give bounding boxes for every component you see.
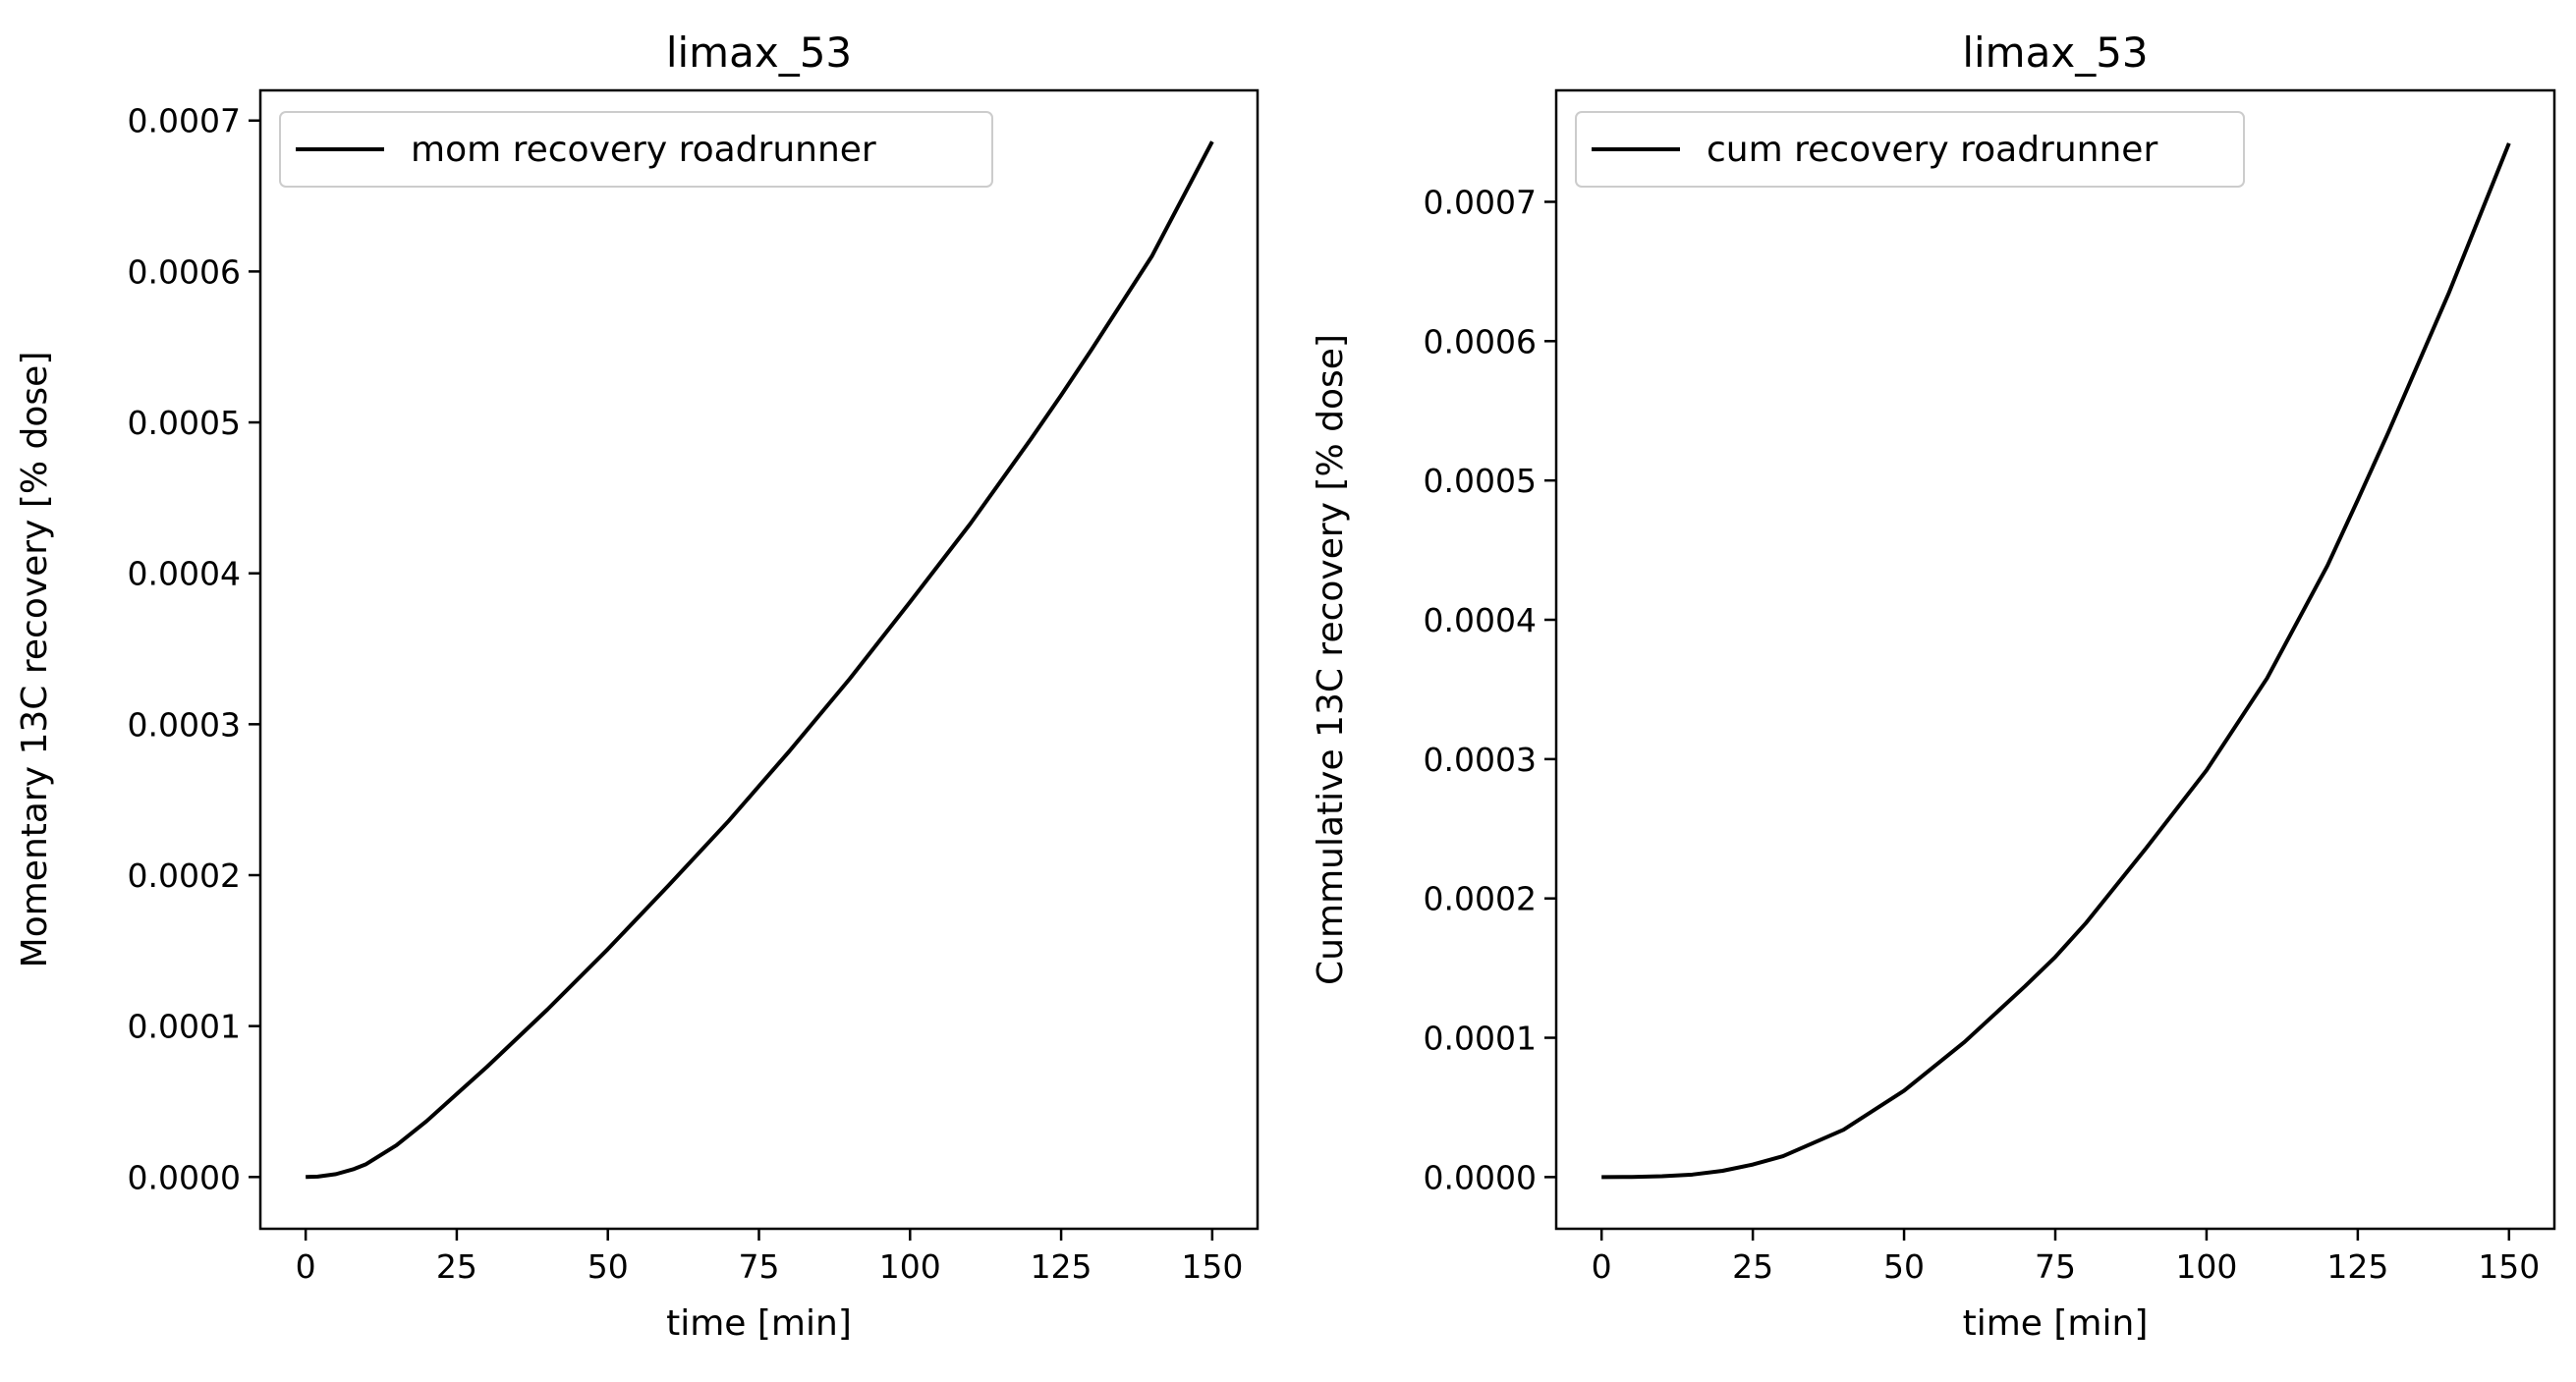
series-line-0 bbox=[1601, 142, 2511, 1180]
y-tick-label: 0.0004 bbox=[1424, 601, 1537, 639]
x-tick-label: 0 bbox=[1592, 1247, 1612, 1286]
y-tick-label: 0.0004 bbox=[128, 555, 241, 593]
y-tick-label: 0.0000 bbox=[128, 1158, 241, 1196]
y-tick-label: 0.0006 bbox=[1424, 322, 1537, 360]
y-tick-label: 0.0001 bbox=[128, 1008, 241, 1046]
y-tick-label: 0.0006 bbox=[128, 252, 241, 291]
legend-entry-label: cum recovery roadrunner bbox=[1707, 130, 2157, 170]
chart-title: limax_53 bbox=[666, 28, 852, 77]
y-tick-label: 0.0002 bbox=[1424, 880, 1537, 918]
x-tick-label: 125 bbox=[2326, 1247, 2388, 1286]
x-tick-label: 50 bbox=[1883, 1247, 1925, 1286]
x-tick-label: 100 bbox=[879, 1247, 941, 1286]
x-tick-label: 125 bbox=[1031, 1247, 1092, 1286]
x-tick-label: 75 bbox=[2035, 1247, 2076, 1286]
x-tick-label: 150 bbox=[2478, 1247, 2540, 1286]
y-tick-label: 0.0003 bbox=[128, 705, 241, 744]
x-axis-label: time [min] bbox=[666, 1303, 852, 1344]
x-tick-label: 75 bbox=[739, 1247, 780, 1286]
x-tick-label: 25 bbox=[436, 1247, 477, 1286]
legend-box bbox=[279, 111, 993, 188]
legend: mom recovery roadrunner bbox=[279, 111, 993, 188]
y-axis-label: Cummulative 13C recovery [% dose] bbox=[1311, 334, 1351, 985]
legend-entry-label: mom recovery roadrunner bbox=[411, 130, 876, 170]
chart-title: limax_53 bbox=[1962, 28, 2148, 77]
y-tick-label: 0.0007 bbox=[128, 102, 241, 140]
x-tick-label: 100 bbox=[2175, 1247, 2237, 1286]
y-tick-label: 0.0000 bbox=[1424, 1158, 1537, 1196]
y-tick-label: 0.0003 bbox=[1424, 741, 1537, 779]
y-tick-label: 0.0005 bbox=[1424, 462, 1537, 500]
x-axis-label: time [min] bbox=[1963, 1303, 2149, 1344]
x-tick-label: 25 bbox=[1732, 1247, 1773, 1286]
x-tick-label: 0 bbox=[296, 1247, 316, 1286]
legend: cum recovery roadrunner bbox=[1575, 111, 2245, 188]
y-tick-label: 0.0005 bbox=[128, 404, 241, 442]
y-tick-label: 0.0001 bbox=[1424, 1020, 1537, 1058]
legend-box bbox=[1575, 111, 2245, 188]
right-chart-panel: 0 25 50 75 100 125 150 0.0000 0.0001 0.0002 0.0003… bbox=[1311, 28, 2556, 1344]
y-tick-label: 0.0002 bbox=[128, 857, 241, 895]
y-tick-label: 0.0007 bbox=[1424, 183, 1537, 221]
series-line-0 bbox=[306, 140, 1214, 1180]
left-chart-panel: 0 25 50 75 100 125 150 0.0000 0.0001 0.0002 0.0003… bbox=[15, 28, 1260, 1344]
x-tick-label: 150 bbox=[1181, 1247, 1243, 1286]
axes-frame bbox=[258, 88, 1260, 1231]
axes-frame bbox=[1554, 88, 2556, 1231]
y-axis-label: Momentary 13C recovery [% dose] bbox=[15, 352, 55, 968]
x-tick-label: 50 bbox=[588, 1247, 629, 1286]
